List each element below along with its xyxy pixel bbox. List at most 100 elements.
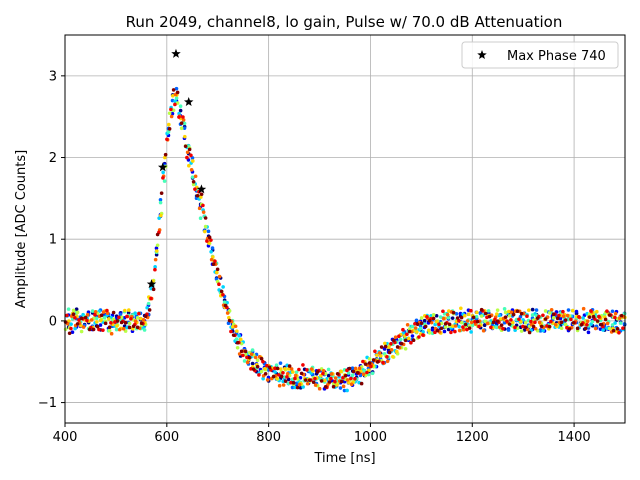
sample-point xyxy=(327,380,332,384)
sample-point xyxy=(171,88,176,92)
sample-point xyxy=(183,144,188,149)
sample-point xyxy=(261,359,265,364)
sample-point xyxy=(345,388,349,393)
sample-point xyxy=(475,319,480,324)
sample-point xyxy=(558,316,563,321)
sample-point xyxy=(525,314,529,318)
sample-point xyxy=(427,318,432,323)
sample-point xyxy=(109,321,113,325)
sample-point xyxy=(591,314,596,319)
sample-point xyxy=(93,309,98,314)
sample-point xyxy=(547,311,552,315)
sample-point xyxy=(127,325,132,330)
sample-point xyxy=(601,328,605,332)
sample-point xyxy=(239,349,244,354)
sample-point xyxy=(553,322,558,327)
sample-point xyxy=(321,371,325,376)
sample-point xyxy=(434,313,439,318)
sample-point xyxy=(113,320,117,324)
sample-point xyxy=(595,319,600,323)
sample-point xyxy=(571,320,576,325)
sample-point xyxy=(137,311,141,316)
sample-point xyxy=(345,378,350,382)
sample-point xyxy=(445,312,450,317)
sample-point xyxy=(587,315,592,319)
sample-point xyxy=(441,309,445,314)
x-axis-ticks: 400 600 800 1000 1200 1400 xyxy=(53,423,591,445)
sample-point xyxy=(537,320,542,325)
legend-entry-label: Max Phase 740 xyxy=(507,49,606,64)
sample-point xyxy=(183,134,187,139)
sample-point xyxy=(311,380,316,385)
sample-point xyxy=(253,355,258,360)
sample-point xyxy=(353,376,357,381)
sample-point xyxy=(326,373,331,378)
sample-point xyxy=(103,321,108,326)
sample-point xyxy=(391,338,396,343)
sample-point xyxy=(585,322,589,327)
sample-point xyxy=(585,319,590,324)
sample-point xyxy=(435,319,439,324)
sample-point xyxy=(499,323,504,327)
sample-point xyxy=(158,197,163,202)
sample-point xyxy=(411,338,416,343)
sample-point xyxy=(191,179,196,184)
sample-point xyxy=(169,107,173,112)
sample-point xyxy=(507,309,511,314)
sample-point xyxy=(519,319,523,324)
sample-point xyxy=(511,312,516,317)
sample-point xyxy=(453,329,457,334)
sample-point xyxy=(567,327,572,331)
sample-point xyxy=(486,309,491,313)
sample-point xyxy=(179,121,184,125)
sample-point xyxy=(319,379,324,383)
sample-point xyxy=(457,328,462,333)
sample-point xyxy=(555,316,560,321)
sample-point xyxy=(385,359,390,364)
sample-point xyxy=(87,327,92,332)
sample-point xyxy=(215,270,219,275)
sample-point xyxy=(190,175,195,179)
sample-point xyxy=(519,329,524,333)
sample-point xyxy=(223,303,228,308)
sample-point xyxy=(502,307,507,311)
sample-point xyxy=(375,353,379,357)
sample-point xyxy=(357,366,362,371)
sample-point xyxy=(529,319,533,324)
sample-point xyxy=(74,307,79,312)
sample-point xyxy=(621,326,625,330)
sample-point xyxy=(563,322,568,327)
sample-point xyxy=(493,317,497,322)
sample-point xyxy=(283,366,287,371)
sample-point xyxy=(491,320,496,325)
sample-point xyxy=(267,365,272,370)
sample-point xyxy=(241,353,245,358)
sample-point xyxy=(473,319,477,324)
sample-point xyxy=(443,321,448,326)
sample-point xyxy=(395,349,399,354)
sample-point xyxy=(421,330,425,334)
sample-point xyxy=(415,330,419,334)
sample-point xyxy=(193,174,198,179)
sample-point xyxy=(347,366,352,371)
max-phase-star xyxy=(183,96,194,107)
sample-point xyxy=(287,364,292,368)
sample-point xyxy=(209,250,213,254)
sample-point xyxy=(335,383,339,387)
sample-point xyxy=(483,311,488,316)
sample-point xyxy=(461,325,465,329)
sample-point xyxy=(495,308,500,312)
sample-point xyxy=(599,322,604,327)
sample-point xyxy=(477,324,481,329)
sample-point xyxy=(181,115,185,119)
sample-point xyxy=(399,341,404,346)
sample-point xyxy=(215,267,220,272)
sample-point xyxy=(605,309,609,313)
sample-point xyxy=(574,309,579,314)
sample-point xyxy=(235,329,239,333)
y-tick-label: 1 xyxy=(49,233,57,248)
sample-point xyxy=(446,316,451,320)
sample-point xyxy=(379,354,383,358)
sample-point xyxy=(245,355,249,360)
x-tick-label: 400 xyxy=(53,430,78,445)
